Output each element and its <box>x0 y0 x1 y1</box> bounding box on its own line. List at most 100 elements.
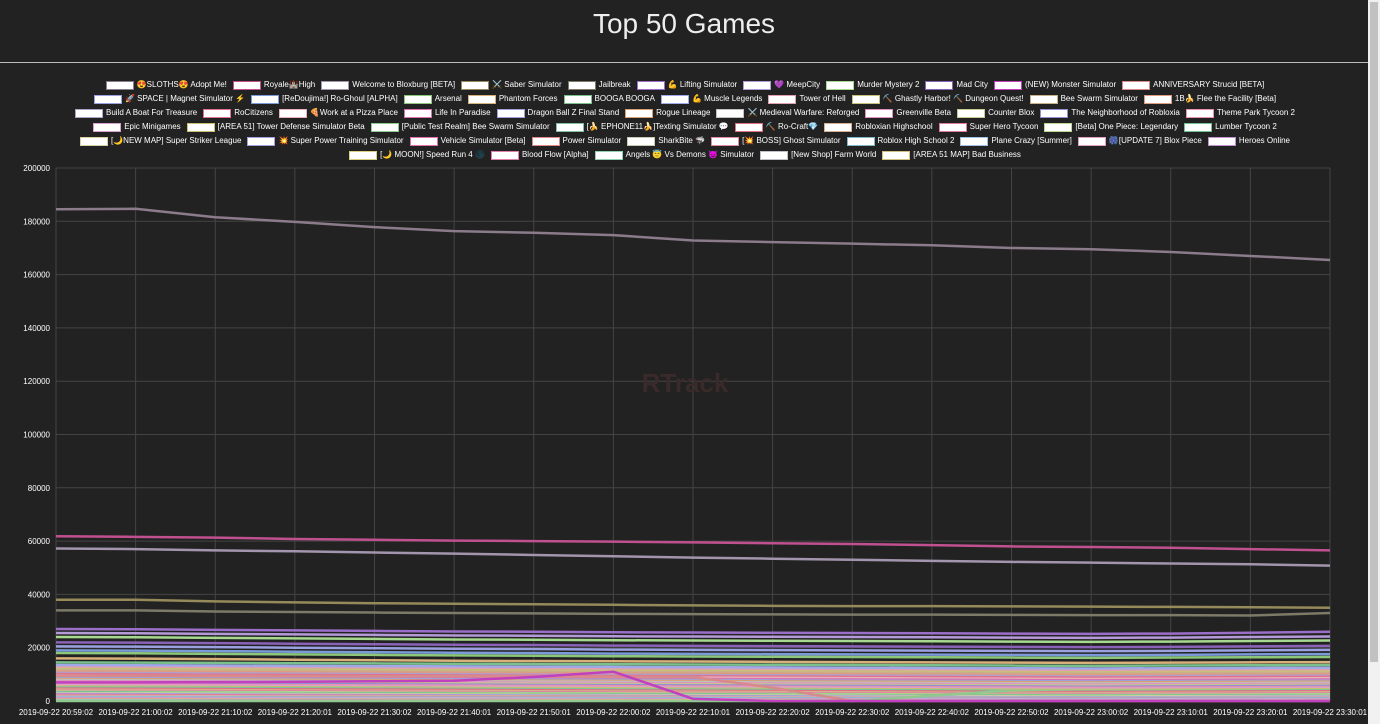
legend-item[interactable]: Power Simulator <box>531 136 621 146</box>
legend-item[interactable]: 💪 Lifting Simulator <box>636 80 737 90</box>
legend-label: ⛏️ Ro-Craft💎 <box>765 122 819 131</box>
legend-item[interactable]: 1B🍌 Flee the Facility [Beta] <box>1143 94 1276 104</box>
legend-item[interactable]: [🌙 MOON!] Speed Run 4 🌑 <box>349 150 485 160</box>
series-line <box>56 670 1330 703</box>
x-tick-label: 2019-09-22 22:40:02 <box>895 708 970 717</box>
legend-item[interactable]: 😍SLOTHS😍 Adopt Me! <box>105 80 227 90</box>
legend-item[interactable]: Heroes Online <box>1207 136 1290 146</box>
legend-item[interactable]: Rogue Lineage <box>625 108 710 118</box>
legend-item[interactable]: Mad City <box>925 80 988 90</box>
series-line <box>55 641 1331 649</box>
legend-item[interactable]: Vehicle Simulator [Beta] <box>409 136 526 146</box>
legend-label: Tower of Hell <box>799 94 846 103</box>
y-tick-label: 60000 <box>28 537 51 546</box>
legend-swatch <box>1185 108 1214 118</box>
legend-item[interactable]: ⛏️ Ro-Craft💎 <box>734 122 819 132</box>
legend-label: ⚔️ Medieval Warfare: Reforged <box>747 108 860 117</box>
legend-item[interactable]: [AREA 51] Tower Defense Simulator Beta <box>186 122 365 132</box>
legend-item[interactable]: ⚔️ Saber Simulator <box>461 80 562 90</box>
legend-item[interactable]: [Beta] One Piece: Legendary <box>1044 122 1178 132</box>
legend-label: SharkBite 🦈 <box>658 136 706 145</box>
legend-swatch <box>1044 122 1073 132</box>
x-tick-label: 2019-09-22 22:00:02 <box>576 708 651 717</box>
legend-item[interactable]: 🎆[UPDATE 7] Blox Piece <box>1077 136 1202 146</box>
legend-item[interactable]: [Public Test Realm] Bee Swarm Simulator <box>370 122 550 132</box>
legend-item[interactable]: [New Shop] Farm World <box>760 150 876 160</box>
legend-item[interactable]: RoCitizens <box>203 108 273 118</box>
legend-item[interactable]: Greenville Beta <box>865 108 951 118</box>
legend-label: 🎆[UPDATE 7] Blox Piece <box>1108 136 1202 145</box>
legend-swatch <box>938 122 967 132</box>
legend-item[interactable]: [🍌 EPHONE11🍌]Texting Simulator 💬 <box>555 122 729 132</box>
legend-label: Build A Boat For Treasure <box>106 108 198 117</box>
legend-item[interactable]: The Neighborhood of Robloxia <box>1040 108 1180 118</box>
legend-swatch <box>555 122 584 132</box>
y-tick-label: 20000 <box>28 644 51 653</box>
legend-item[interactable]: 💥 Super Power Training Simulator <box>247 136 404 146</box>
legend-item[interactable]: Tower of Hell <box>768 94 846 104</box>
legend-item[interactable]: Theme Park Tycoon 2 <box>1185 108 1295 118</box>
series-line <box>55 207 1331 262</box>
legend-label: Heroes Online <box>1238 136 1290 145</box>
legend-item[interactable]: 🚀 SPACE | Magnet Simulator ⚡ <box>93 94 246 104</box>
legend-swatch <box>851 94 880 104</box>
legend-item[interactable]: Murder Mystery 2 <box>826 80 919 90</box>
series-line <box>55 666 1331 673</box>
y-tick-label: 0 <box>46 697 51 706</box>
legend-item[interactable]: Welcome to Bloxburg [BETA] <box>321 80 455 90</box>
series-line <box>55 663 1331 670</box>
legend-swatch <box>1077 136 1106 146</box>
legend-label: BOOGA BOOGA <box>594 94 655 103</box>
legend-item[interactable]: Counter Blox <box>957 108 1034 118</box>
legend-item[interactable]: 💜 MeepCity <box>743 80 820 90</box>
legend-item[interactable]: SharkBite 🦈 <box>627 136 705 146</box>
legend-label: [AREA 51] Tower Defense Simulator Beta <box>217 122 365 131</box>
legend-item[interactable]: ⛏️ Ghastly Harbor! ⛏️ Dungeon Quest! <box>851 94 1024 104</box>
scrollbar-thumb[interactable] <box>1370 2 1378 662</box>
legend-item[interactable]: ANNIVERSARY Strucid [BETA] <box>1122 80 1264 90</box>
legend-label: 🚀 SPACE | Magnet Simulator ⚡ <box>124 94 246 103</box>
legend-item[interactable]: [🌙NEW MAP] Super Striker League <box>79 136 242 146</box>
legend-label: Bee Swarm Simulator <box>1060 94 1138 103</box>
legend-swatch <box>247 136 276 146</box>
x-tick-label: 2019-09-22 22:10:01 <box>656 708 731 717</box>
legend-label: [🌙 MOON!] Speed Run 4 🌑 <box>380 150 485 159</box>
series-line <box>55 547 1331 567</box>
legend-item[interactable]: [AREA 51 MAP] Bad Business <box>882 150 1021 160</box>
legend-item[interactable]: 🍕Work at a Pizza Place <box>278 108 398 118</box>
series-line <box>55 535 1331 552</box>
legend-item[interactable]: Epic Minigames <box>93 122 181 132</box>
legend-label: Royale🏰High <box>263 80 316 89</box>
legend-swatch <box>1040 108 1069 118</box>
legend-label: Jailbreak <box>598 80 631 89</box>
legend-item[interactable]: Robloxian Highschool <box>824 122 933 132</box>
legend-item[interactable]: Plane Crazy [Summer] <box>960 136 1072 146</box>
legend-item[interactable]: Lumber Tycoon 2 <box>1184 122 1277 132</box>
legend-item[interactable]: 💪 Muscle Legends <box>660 94 762 104</box>
legend-item[interactable]: Roblox High School 2 <box>846 136 954 146</box>
series-line <box>56 609 1331 617</box>
legend-label: [🌙NEW MAP] Super Striker League <box>110 136 242 145</box>
watermark: RTrack <box>642 368 729 398</box>
x-tick-label: 2019-09-22 21:50:01 <box>497 708 572 717</box>
legend-item[interactable]: Super Hero Tycoon <box>938 122 1038 132</box>
legend-item[interactable]: Bee Swarm Simulator <box>1029 94 1138 104</box>
legend-item[interactable]: Blood Flow [Alpha] <box>490 150 589 160</box>
legend-item[interactable]: Phantom Forces <box>467 94 558 104</box>
legend-item[interactable]: ⚔️ Medieval Warfare: Reforged <box>716 108 859 118</box>
legend-item[interactable]: [💥 BOSS] Ghost Simulator <box>711 136 841 146</box>
legend-item[interactable]: BOOGA BOOGA <box>563 94 655 104</box>
legend-item[interactable]: Life In Paradise <box>403 108 491 118</box>
y-tick-label: 160000 <box>23 271 50 280</box>
legend-item[interactable]: Royale🏰High <box>232 80 316 90</box>
legend-item[interactable]: [ReDoujima!] Ro-Ghoul [ALPHA] <box>251 94 398 104</box>
legend-item[interactable]: Build A Boat For Treasure <box>75 108 197 118</box>
series-line <box>55 669 1331 676</box>
legend-item[interactable]: Angels 😇 Vs Demons 😈 Simulator <box>594 150 754 160</box>
legend-item[interactable]: Jailbreak <box>567 80 631 90</box>
legend-item[interactable]: (NEW) Monster Simulator <box>993 80 1116 90</box>
series-line <box>55 645 1331 653</box>
legend-item[interactable]: Dragon Ball Z Final Stand <box>496 108 619 118</box>
legend-item[interactable]: Arsenal <box>403 94 462 104</box>
